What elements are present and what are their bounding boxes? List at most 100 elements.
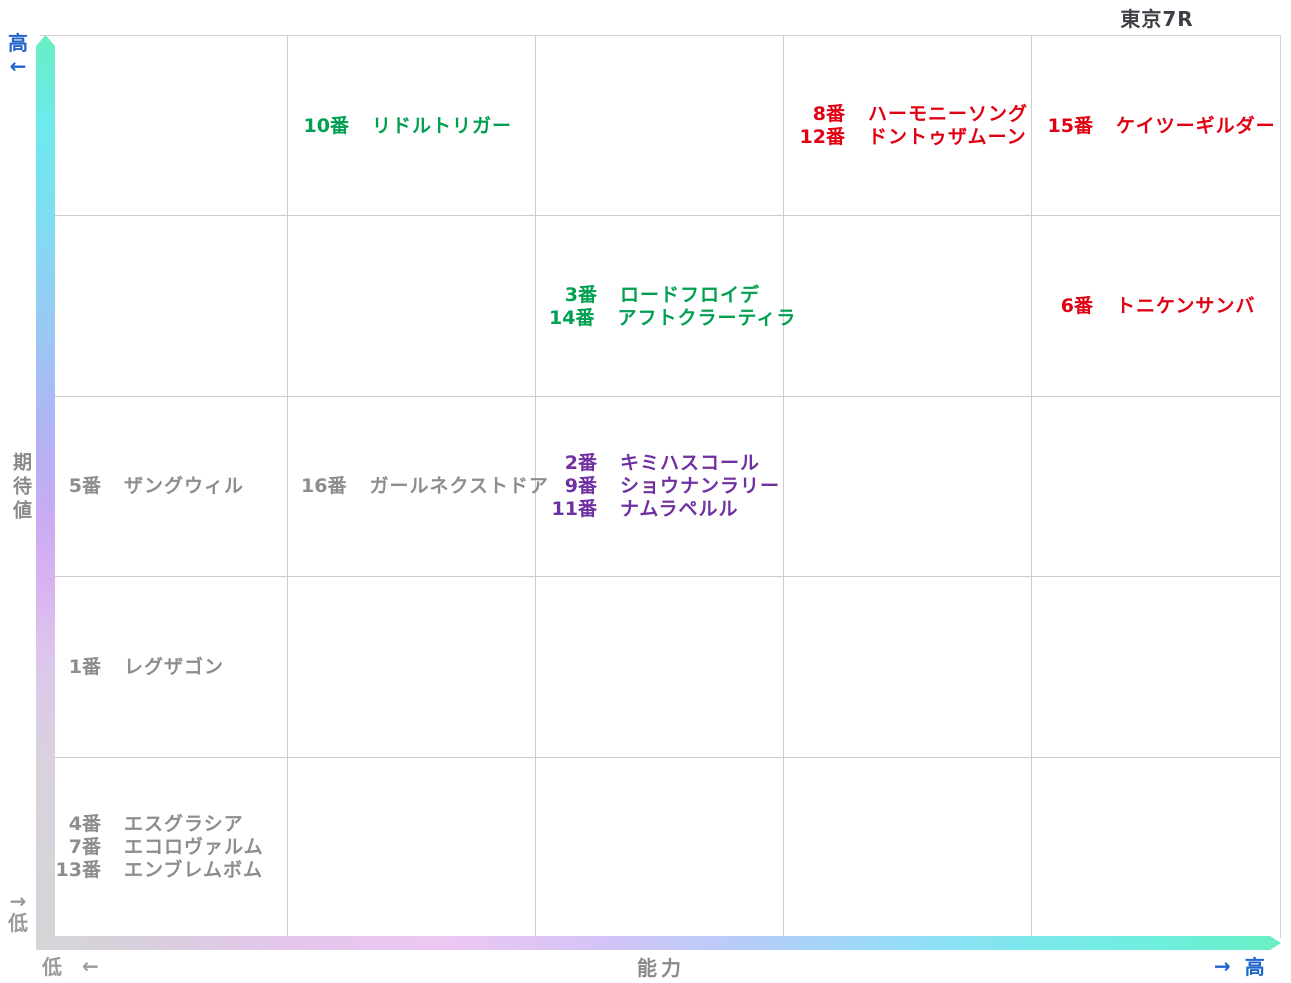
horse-name: エスグラシア [124,813,244,836]
horse-group: 5番 ザングウィル [40,397,288,577]
entries-layer: 10番 リドルトリガー 8番 ハーモニーソング 12番 ドントゥザムーン 15番 ケイツーギル… [40,36,1280,938]
y-axis-high-text: 高 [8,31,28,55]
horse-number: 13番 [55,859,101,882]
horse-name: ハーモニーソング [868,103,1029,126]
horse-name: エコロヴァルム [124,836,264,859]
grid [40,36,1280,938]
grid-cell [784,216,1032,397]
horse-name: ナムラペルル [620,498,739,521]
x-axis-high-text: 高 [1244,955,1265,979]
grid-cell [784,757,1032,938]
x-axis-high-label: → 高 [1214,951,1265,980]
horse-name: キミハスコール [620,452,761,475]
y-axis-low-label: → 低 [4,890,32,934]
y-axis-gradient-bar [36,35,55,950]
grid-cell [784,577,1032,758]
grid-cell [536,757,784,938]
horse-group: 10番 リドルトリガー [288,36,536,216]
horse-group: 1番 レグザゴン [40,577,288,757]
grid-cell [784,396,1032,578]
horse-number: 15番 [1047,114,1093,137]
grid-cell [536,577,784,758]
horse-name: ザングウィル [124,475,245,498]
horse-group: 15番 ケイツーギルダー [1032,36,1280,216]
horse-entry: 14番 アフトクラーティラ [549,306,795,330]
x-axis-high-arrow-icon: → [1214,953,1231,978]
horse-group: 4番 エスグラシア 7番 エコロヴァルム 13番 エンブレムボム [40,758,288,938]
horse-entry: 12番 ドントゥザムーン [797,126,1032,149]
y-axis-low-text: 低 [8,911,28,935]
horse-entry: 2番 キミハスコール [549,452,784,475]
y-axis-title: 期待値 [10,452,32,524]
x-axis-low-text: 低 [42,955,62,979]
horse-name: エンブレムボム [124,859,264,882]
horse-number: 14番 [549,306,595,329]
horse-entry: 16番 ガールネクストドア [301,475,548,498]
grid-cell [1032,397,1280,578]
horse-entry: 10番 リドルトリガー [301,115,536,138]
grid-cell [288,757,536,938]
horse-number: 1番 [68,655,101,678]
x-axis-title: 能力 [637,956,685,980]
horse-number: 7番 [68,836,101,859]
horse-number: 9番 [564,475,597,498]
x-axis-gradient-bar [36,936,1281,950]
horse-entry: 7番 エコロヴァルム [53,836,288,859]
grid-cell [288,36,536,217]
horse-number: 5番 [68,475,101,498]
horse-name: ガールネクストドア [369,475,549,498]
horse-number: 4番 [68,813,101,836]
horse-entry: 9番 ショウナンラリー [549,475,784,498]
grid-cell [40,396,288,578]
y-axis-high-arrow-icon: ← [9,54,27,78]
horse-name: トニケンサンバ [1116,295,1256,318]
grid-cell [40,216,288,397]
horse-entry: 5番 ザングウィル [53,475,288,498]
horse-group: 8番 ハーモニーソング 12番 ドントゥザムーン [784,36,1032,216]
x-axis-low-label: 低 ← [42,951,99,980]
grid-cell [1032,216,1280,397]
horse-number: 8番 [812,103,845,126]
horse-number: 16番 [301,475,347,498]
horse-number: 11番 [551,498,597,521]
plot-area: 10番 リドルトリガー 8番 ハーモニーソング 12番 ドントゥザムーン 15番 ケイツーギル… [40,35,1281,938]
grid-cell [536,216,784,397]
horse-entry: 11番 ナムラペルル [549,498,784,521]
horse-entry: 3番 ロードフロイデ [549,284,784,307]
y-axis-high-label: 高 ← [4,32,32,78]
horse-name: ショウナンラリー [620,475,781,498]
grid-cell [784,36,1032,217]
x-axis-low-arrow-icon: ← [82,953,99,978]
page-title: 東京7R [1120,7,1194,31]
horse-group: 3番 ロードフロイデ 14番 アフトクラーティラ [536,216,795,396]
horse-name: レグザゴン [124,655,225,678]
horse-group: 6番 トニケンサンバ [1032,216,1280,396]
horse-name: ロードフロイデ [620,283,761,306]
horse-number: 2番 [564,452,597,475]
grid-cell [288,216,536,397]
horse-entry: 8番 ハーモニーソング [797,103,1032,126]
horse-name: ドントゥザムーン [868,126,1027,149]
horse-group: 2番 キミハスコール 9番 ショウナンラリー 11番 ナムラペルル [536,397,784,577]
grid-cell [1032,577,1280,758]
grid-cell [288,396,536,578]
grid-cell [40,757,288,938]
horse-number: 3番 [564,283,597,306]
horse-entry: 4番 エスグラシア [53,813,288,836]
horse-entry: 13番 エンブレムボム [53,859,288,882]
grid-cell [1032,36,1280,217]
horse-entry: 15番 ケイツーギルダー [1045,115,1280,138]
horse-entry: 1番 レグザゴン [53,656,288,679]
horse-entry: 6番 トニケンサンバ [1045,295,1280,318]
grid-cell [536,36,784,217]
grid-cell [40,36,288,217]
horse-name: リドルトリガー [372,114,513,137]
grid-cell [288,577,536,758]
grid-cell [536,396,784,578]
grid-cell [40,577,288,758]
y-axis-low-arrow-icon: → [9,889,27,913]
horse-group: 16番 ガールネクストドア [288,397,548,577]
horse-number: 12番 [799,126,845,149]
horse-name: ケイツーギルダー [1116,114,1276,137]
horse-number: 10番 [303,114,349,137]
